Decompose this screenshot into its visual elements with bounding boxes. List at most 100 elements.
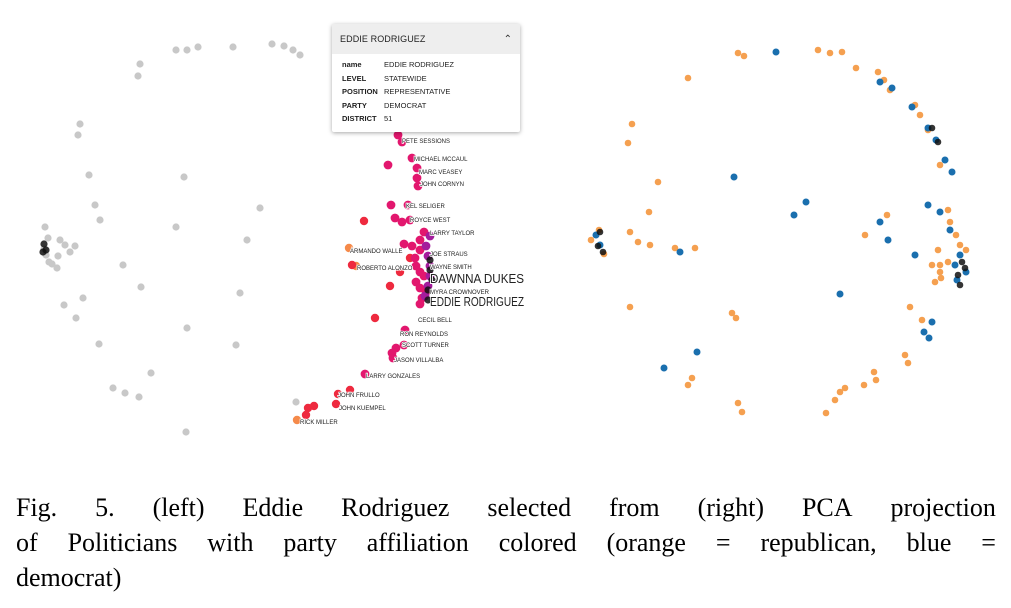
right-dark-point-6[interactable] (956, 281, 964, 289)
left-gray-point-28[interactable] (136, 60, 144, 68)
left-red-point-6[interactable] (301, 410, 311, 420)
left-red-point-2[interactable] (333, 389, 343, 399)
left-gray-point-21[interactable] (60, 301, 68, 309)
left-gray-point-42[interactable] (232, 341, 240, 349)
right-republican-point-41[interactable] (901, 351, 909, 359)
left-pink-point-16[interactable] (407, 241, 417, 251)
right-republican-point-14[interactable] (626, 228, 634, 236)
right-republican-point-42[interactable] (904, 359, 912, 367)
left-red-point-5[interactable] (303, 403, 313, 413)
right-democrat-point-10[interactable] (790, 211, 798, 219)
right-republican-point-54[interactable] (734, 399, 742, 407)
right-republican-point-36[interactable] (931, 278, 939, 286)
right-democrat-point-20[interactable] (925, 334, 933, 342)
right-democrat-point-13[interactable] (946, 226, 954, 234)
right-dark-point-4[interactable] (961, 264, 969, 272)
right-dark-point-2[interactable] (599, 248, 607, 256)
right-republican-point-48[interactable] (831, 396, 839, 404)
left-pink-point-26[interactable] (400, 325, 410, 335)
left-gray-point-39[interactable] (256, 204, 264, 212)
right-republican-point-44[interactable] (872, 376, 880, 384)
left-pink-point-10[interactable] (405, 215, 415, 225)
left-gray-point-33[interactable] (172, 223, 180, 231)
left-gray-point-13[interactable] (74, 131, 82, 139)
chevron-up-icon[interactable]: ⌃ (503, 33, 512, 45)
left-pink-point-31[interactable] (360, 369, 370, 379)
right-republican-point-35[interactable] (936, 268, 944, 276)
left-gray-point-16[interactable] (96, 216, 104, 224)
left-orange-point-0[interactable] (344, 243, 354, 253)
detail-card-header[interactable]: EDDIE RODRIGUEZ ⌃ (332, 24, 520, 54)
left-gray-point-24[interactable] (121, 389, 129, 397)
right-democrat-point-6[interactable] (941, 156, 949, 164)
right-republican-point-25[interactable] (916, 111, 924, 119)
left-pink-point-1[interactable] (397, 137, 407, 147)
right-republican-point-43[interactable] (870, 368, 878, 376)
left-pink-point-6[interactable] (413, 181, 423, 191)
right-democrat-point-15[interactable] (884, 236, 892, 244)
right-republican-point-21[interactable] (587, 236, 595, 244)
right-democrat-point-18[interactable] (928, 318, 936, 326)
right-republican-point-49[interactable] (822, 409, 830, 417)
right-republican-point-37[interactable] (937, 274, 945, 282)
right-democrat-point-3[interactable] (908, 103, 916, 111)
right-republican-point-12[interactable] (654, 178, 662, 186)
right-democrat-point-17[interactable] (836, 290, 844, 298)
right-republican-point-57[interactable] (934, 246, 942, 254)
right-democrat-point-9[interactable] (802, 198, 810, 206)
right-republican-point-33[interactable] (944, 258, 952, 266)
right-republican-point-51[interactable] (728, 309, 736, 317)
left-gray-point-41[interactable] (183, 324, 191, 332)
left-pink-point-25[interactable] (415, 299, 425, 309)
left-gray-point-40[interactable] (243, 236, 251, 244)
left-gray-point-12[interactable] (76, 120, 84, 128)
right-democrat-point-16[interactable] (911, 251, 919, 259)
right-dark-point-7[interactable] (934, 138, 942, 146)
right-democrat-point-23[interactable] (956, 251, 964, 259)
right-republican-point-5[interactable] (852, 64, 860, 72)
left-gray-point-1[interactable] (44, 234, 52, 242)
right-democrat-point-29[interactable] (676, 248, 684, 256)
right-dark-point-5[interactable] (954, 271, 962, 279)
left-purple-point-1[interactable] (421, 241, 431, 251)
left-gray-point-5[interactable] (56, 236, 64, 244)
left-orange-point-2[interactable] (292, 415, 302, 425)
right-republican-point-16[interactable] (646, 241, 654, 249)
left-purple-point-0[interactable] (425, 231, 435, 241)
left-dark-point-7[interactable] (426, 256, 434, 264)
right-dark-point-3[interactable] (958, 258, 966, 266)
right-democrat-point-21[interactable] (660, 364, 668, 372)
left-gray-point-6[interactable] (61, 241, 69, 249)
left-red-point-3[interactable] (331, 399, 341, 409)
left-pink-point-15[interactable] (399, 239, 409, 249)
left-gray-point-0[interactable] (41, 223, 49, 231)
left-pink-point-5[interactable] (412, 173, 422, 183)
right-republican-point-34[interactable] (936, 261, 944, 269)
left-gray-point-18[interactable] (137, 283, 145, 291)
right-democrat-point-14[interactable] (876, 218, 884, 226)
left-gray-point-45[interactable] (292, 398, 300, 406)
right-republican-point-4[interactable] (838, 48, 846, 56)
right-republican-point-40[interactable] (918, 316, 926, 324)
right-republican-point-38[interactable] (928, 261, 936, 269)
left-gray-point-37[interactable] (289, 46, 297, 54)
right-republican-point-32[interactable] (962, 246, 970, 254)
right-democrat-point-2[interactable] (888, 84, 896, 92)
left-pink-point-17[interactable] (410, 253, 420, 263)
right-republican-point-39[interactable] (906, 303, 914, 311)
left-gray-point-10[interactable] (66, 248, 74, 256)
right-republican-point-18[interactable] (691, 244, 699, 252)
left-pink-point-8[interactable] (403, 200, 413, 210)
right-republican-point-0[interactable] (734, 49, 742, 57)
left-gray-point-27[interactable] (134, 72, 142, 80)
right-republican-point-3[interactable] (826, 49, 834, 57)
left-red-point-1[interactable] (345, 385, 355, 395)
left-gray-point-35[interactable] (268, 40, 276, 48)
left-gray-point-38[interactable] (296, 51, 304, 59)
right-republican-point-11[interactable] (624, 139, 632, 147)
right-republican-point-28[interactable] (944, 206, 952, 214)
right-dark-point-1[interactable] (594, 242, 602, 250)
left-pink-point-11[interactable] (397, 217, 407, 227)
right-republican-point-50[interactable] (732, 314, 740, 322)
right-republican-point-47[interactable] (836, 388, 844, 396)
